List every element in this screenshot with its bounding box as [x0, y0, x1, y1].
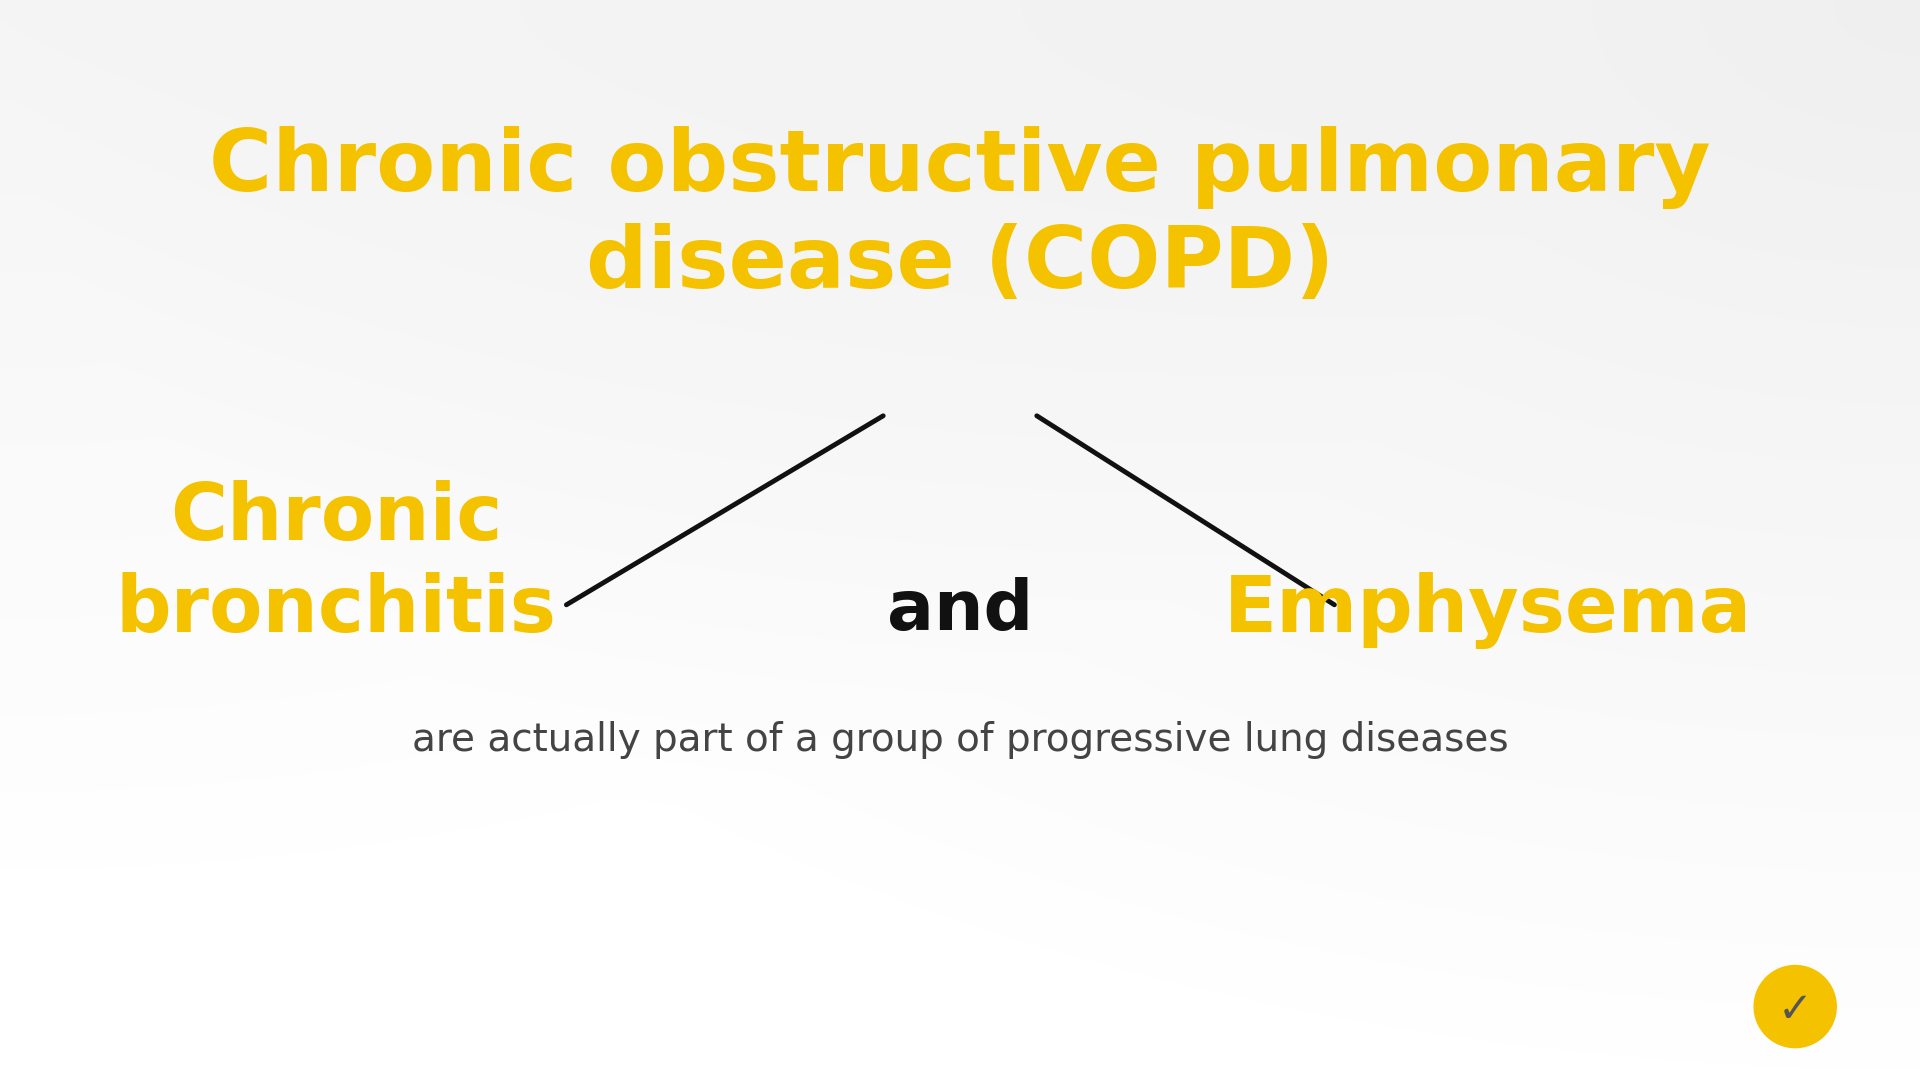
Text: bronchitis: bronchitis	[115, 572, 557, 648]
Text: Emphysema: Emphysema	[1223, 571, 1753, 649]
Text: disease (COPD): disease (COPD)	[586, 224, 1334, 306]
Ellipse shape	[1755, 966, 1836, 1048]
Text: are actually part of a group of progressive lung diseases: are actually part of a group of progress…	[411, 720, 1509, 759]
Text: Chronic: Chronic	[169, 481, 503, 556]
Text: and: and	[887, 577, 1033, 644]
Text: Chronic obstructive pulmonary: Chronic obstructive pulmonary	[209, 126, 1711, 208]
Text: ✓: ✓	[1778, 989, 1812, 1030]
